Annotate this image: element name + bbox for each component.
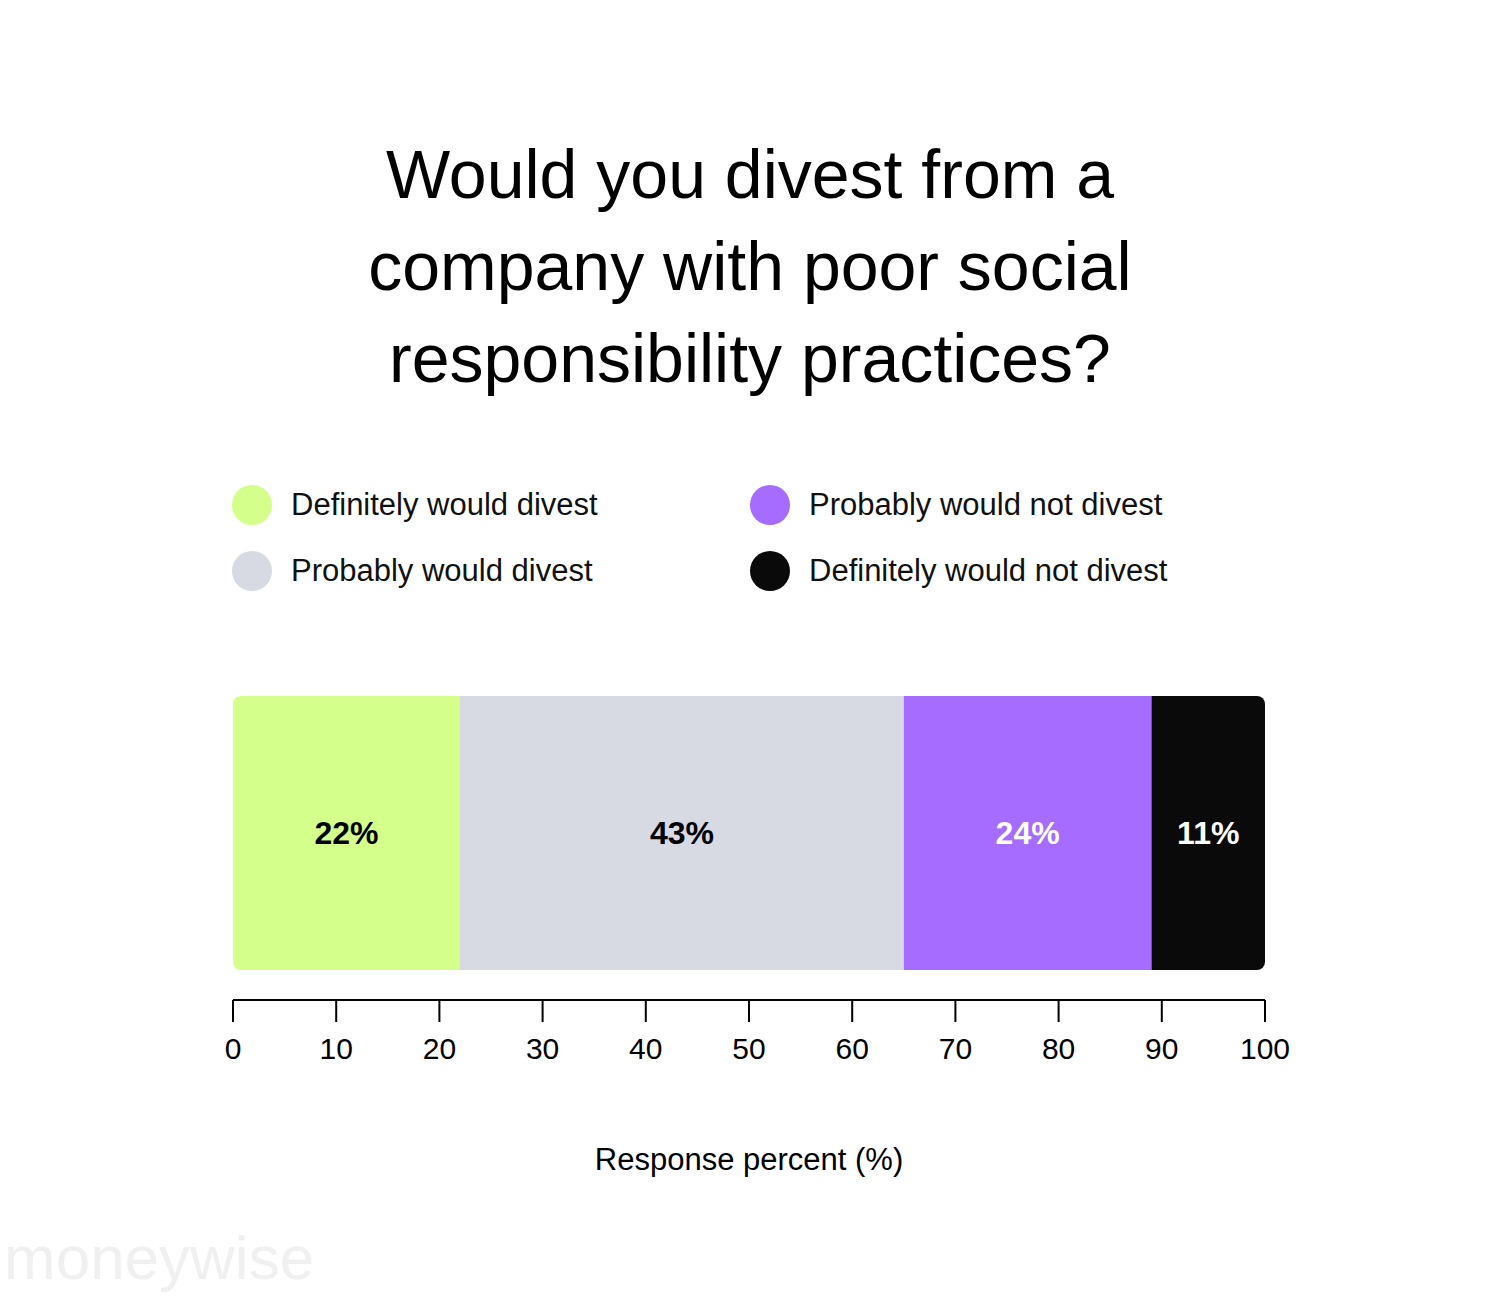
- html-text:moneywise: moneywise: [4, 1223, 315, 1292]
- svg-text:24%: 24%: [996, 815, 1060, 851]
- svg-text:100: 100: [1240, 1032, 1290, 1065]
- svg-text:0: 0: [225, 1032, 242, 1065]
- svg-text:80: 80: [1042, 1032, 1075, 1065]
- svg-text:22%: 22%: [314, 815, 378, 851]
- html-text:Probably would not divest: Probably would not divest: [809, 487, 1163, 522]
- svg-text:Response percent (%): Response percent (%): [595, 1142, 903, 1177]
- svg-text:43%: 43%: [650, 815, 714, 851]
- html-text:Would you divest from a compan: Would you divest from a company with poo…: [368, 136, 1132, 396]
- svg-text:60: 60: [836, 1032, 869, 1065]
- svg-text:30: 30: [526, 1032, 559, 1065]
- svg-text:50: 50: [732, 1032, 765, 1065]
- svg-text:70: 70: [939, 1032, 972, 1065]
- svg-text:11%: 11%: [1177, 815, 1239, 851]
- html-text:Probably would divest: Probably would divest: [291, 553, 593, 588]
- svg-text:10: 10: [320, 1032, 353, 1065]
- html-text:Definitely would divest: Definitely would divest: [291, 487, 598, 522]
- svg-text:20: 20: [423, 1032, 456, 1065]
- svg-text:40: 40: [629, 1032, 662, 1065]
- svg-text:90: 90: [1145, 1032, 1178, 1065]
- html-text:Definitely would not divest: Definitely would not divest: [809, 553, 1168, 588]
